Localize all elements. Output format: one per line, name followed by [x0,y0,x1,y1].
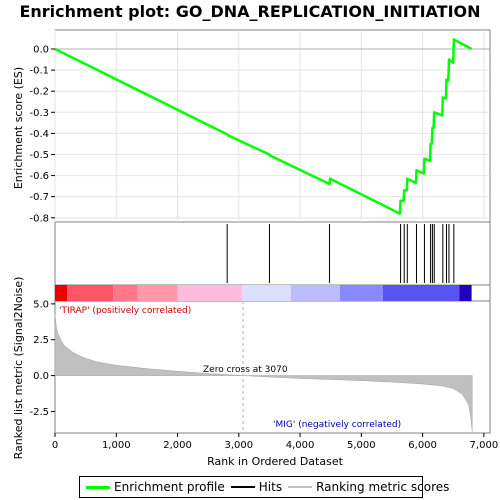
ranking-panel [54,301,473,433]
legend-item-enrichment: Enrichment profile [86,480,225,494]
x-tick-label: 0 [52,440,58,451]
ranking-metric-area [54,313,473,432]
legend-item-hits: Hits [230,480,283,494]
grid-lines [54,30,490,222]
es-tick-label: -0.8 [29,213,49,224]
hits-panel [226,224,455,283]
x-tick-label: 7,000 [470,440,499,451]
es-tick-label: -0.6 [29,171,49,182]
color-bar-segment [382,285,460,301]
negative-correlation-label: 'MIG' (negatively correlated) [273,420,401,430]
es-tick-label: -0.5 [29,150,49,161]
legend: Enrichment profile Hits Ranking metric s… [79,476,449,498]
axes: 0.0 -0.1 -0.2 -0.3 -0.4 -0.5 -0.6 -0.7 -0.8 5.0 2.… [29,44,498,451]
es-axis-label: Enrichment score (ES) [12,67,25,189]
es-tick-label: -0.7 [29,192,49,203]
x-tick-label: 4,000 [286,440,315,451]
legend-label: Enrichment profile [114,480,225,494]
chart-title: Enrichment plot: GO_DNA_REPLICATION_INIT… [19,2,481,21]
ranking-tick-label: 2.5 [33,335,49,346]
es-tick-label: -0.1 [29,66,49,77]
x-tick-label: 6,000 [408,440,437,451]
x-tick-label: 3,000 [224,440,253,451]
ranking-tick-label: 5.0 [33,299,49,310]
color-bar-segment [137,285,178,301]
color-bar-segment [113,285,138,301]
x-tick-label: 2,000 [163,440,192,451]
zero-cross-label: Zero cross at 3070 [203,365,288,375]
color-bar-segment [290,285,340,301]
green-line-icon [86,485,110,489]
legend-item-ranking: Ranking metric scores [288,480,449,494]
enrichment-panel [54,38,473,215]
color-bar-segment [339,285,383,301]
es-tick-label: -0.3 [29,108,49,119]
x-tick-label: 5,000 [347,440,376,451]
ranking-axis-label: Ranked list metric (Signal2Noise) [12,277,25,460]
enrichment-profile-line [54,38,473,215]
x-axis-label: Rank in Ordered Dataset [207,455,344,468]
color-bar-segment [241,285,291,301]
x-tick-label: 1,000 [102,440,131,451]
ranking-tick-label: -2.5 [29,407,49,418]
black-line-icon [230,486,255,488]
es-tick-label: -0.4 [29,129,49,140]
es-tick-label: 0.0 [33,44,49,55]
color-bar-segment [67,285,114,301]
color-bar-segment [177,285,242,301]
ranking-tick-label: 0.0 [33,371,49,382]
positive-correlation-label: 'TIRAP' (positively correlated) [59,306,191,316]
color-bar-segment [55,285,68,301]
color-bar-segment [459,285,472,301]
legend-label: Hits [258,480,283,494]
legend-label: Ranking metric scores [316,480,450,494]
es-tick-label: -0.2 [29,87,49,98]
gray-line-icon [288,486,313,488]
panel-frame [54,29,491,223]
color-bar [55,285,472,301]
